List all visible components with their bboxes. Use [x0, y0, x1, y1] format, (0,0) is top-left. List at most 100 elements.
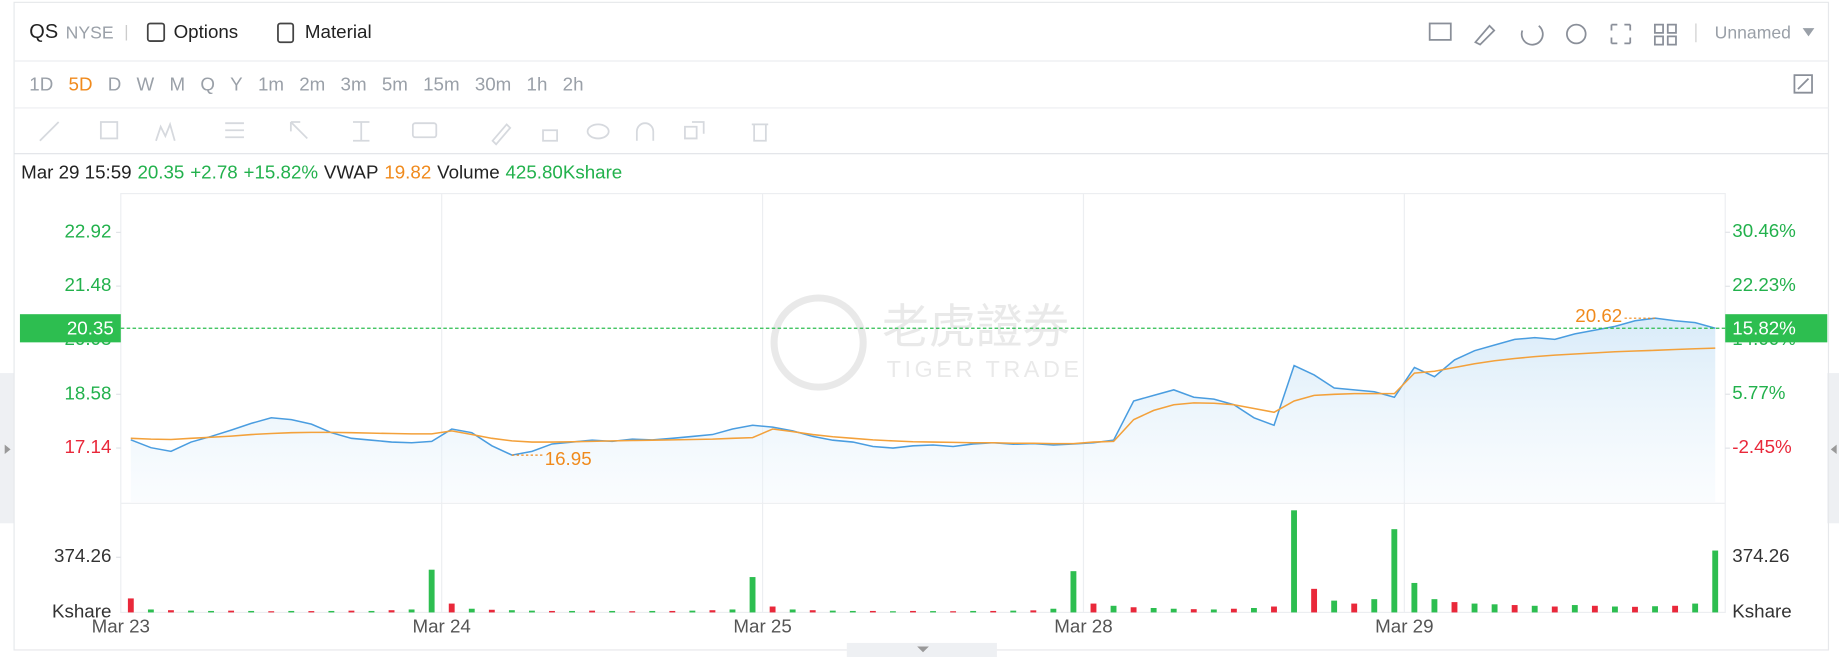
volume-bar [1591, 605, 1598, 613]
volume-bar [1451, 602, 1458, 613]
tool-rect[interactable] [99, 121, 119, 140]
symbol[interactable]: QS [29, 21, 58, 43]
x-tick-label: Mar 29 [1375, 616, 1433, 637]
timeframe[interactable]: 2h [563, 74, 584, 95]
y2-tick-label: -2.45% [1732, 436, 1791, 457]
volume-bar [1491, 604, 1498, 613]
options-icon[interactable] [146, 22, 166, 42]
volume-tick-label: 374.26 [54, 545, 111, 566]
dropdown-arrow[interactable] [1802, 28, 1815, 37]
timeframe[interactable]: 3m [341, 74, 367, 95]
tool-delete[interactable] [751, 123, 769, 142]
fullscreen-icon[interactable] [1610, 23, 1632, 45]
y-tick-label: 22.92 [65, 220, 112, 241]
volume-unit: Kshare [52, 600, 111, 621]
price-line [130, 317, 1716, 456]
price-area [130, 318, 1716, 503]
layout-icon[interactable] [1653, 23, 1677, 46]
pct-badge-label: 15.82% [1732, 317, 1796, 338]
timeframe[interactable]: W [137, 74, 155, 95]
volume-bar [609, 610, 616, 613]
reset-icon[interactable] [1520, 25, 1544, 46]
timeframe[interactable]: D [108, 74, 122, 95]
menu-material[interactable]: Material [305, 21, 372, 42]
info-time: Mar 29 15:59 [21, 162, 131, 183]
indicator-icon[interactable] [1428, 22, 1452, 41]
volume-bar [1271, 606, 1277, 613]
timeframe[interactable]: 30m [475, 74, 511, 95]
timeframe[interactable]: 5m [382, 74, 408, 95]
volume-bar [448, 603, 455, 613]
volume-bar [769, 606, 776, 613]
tool-hide[interactable] [586, 123, 610, 140]
volume-bar [549, 610, 555, 613]
tool-pattern[interactable] [155, 121, 176, 142]
volume-bar [368, 610, 375, 613]
tool-magnet[interactable] [635, 122, 655, 141]
timeframe[interactable]: 5D [69, 74, 93, 95]
volume-bar [468, 608, 475, 613]
volume-bar [268, 611, 275, 613]
info-volume-label: Volume [437, 162, 500, 183]
settings-icon[interactable] [1566, 23, 1587, 45]
separator: | [124, 23, 128, 41]
volume-tick-label: 374.26 [1732, 545, 1789, 566]
volume-bar [1110, 605, 1117, 613]
volume-bar [1351, 603, 1358, 613]
draw-icon[interactable] [1474, 24, 1496, 46]
volume-bar [629, 611, 636, 613]
tool-measure[interactable] [353, 121, 370, 142]
material-icon[interactable] [277, 22, 295, 44]
info-change-pct: +15.82% [244, 162, 319, 183]
tool-lock[interactable] [542, 129, 558, 142]
timeframe[interactable]: 1h [527, 74, 548, 95]
volume-bar [348, 610, 355, 613]
info-vwap-label: VWAP [324, 162, 379, 183]
tool-line[interactable] [39, 121, 60, 142]
volume-bar [1571, 605, 1578, 613]
volume-bar [1170, 608, 1177, 613]
tool-arrow[interactable] [289, 121, 308, 140]
menu-options[interactable]: Options [174, 21, 239, 42]
pct-badge [1725, 314, 1828, 343]
y2-tick-label: 30.46% [1732, 220, 1796, 241]
tool-fib[interactable] [225, 122, 244, 139]
volume-bar [649, 610, 656, 613]
drawing-tools [39, 121, 769, 146]
volume-bar [248, 610, 255, 613]
volume-bar [849, 610, 856, 613]
watermark-logo [770, 294, 867, 391]
bottom-arrow [917, 646, 929, 653]
volume-bar [930, 611, 936, 613]
volume-bar [1150, 607, 1157, 613]
timeframe[interactable]: 1D [29, 74, 53, 95]
volume-bar [188, 610, 194, 613]
plot-frame [120, 192, 1726, 614]
tool-group[interactable] [684, 121, 705, 140]
volume-bar [1611, 606, 1618, 613]
volume-bar [529, 610, 535, 613]
info-bar: Mar 29 15:59 20.35 +2.78 +15.82% VWAP 19.82 Vo… [21, 162, 622, 183]
volume-bar [1230, 608, 1237, 613]
timeframe[interactable]: Q [200, 74, 215, 95]
volume-bar [328, 610, 335, 613]
timeframe[interactable]: M [169, 74, 185, 95]
volume-bar [910, 610, 916, 613]
volume-unit: Kshare [1732, 600, 1791, 621]
layout-name[interactable]: Unnamed [1715, 23, 1791, 43]
y-tick-label: 17.14 [65, 436, 112, 457]
timeframe[interactable]: 15m [423, 74, 459, 95]
y2-tick-label: 22.23% [1732, 274, 1796, 295]
volume-bar [508, 610, 515, 613]
expand-icon[interactable] [1793, 74, 1813, 94]
timeframe[interactable]: Y [230, 74, 243, 95]
volume-bar [990, 610, 997, 613]
timeframe[interactable]: 1m [258, 74, 284, 95]
timeframe[interactable]: 2m [299, 74, 325, 95]
tool-brush[interactable] [491, 123, 512, 146]
tool-text[interactable] [411, 122, 438, 139]
volume-bar [1210, 609, 1217, 613]
vwap-line [130, 347, 1716, 445]
volume-bar [1371, 599, 1378, 613]
